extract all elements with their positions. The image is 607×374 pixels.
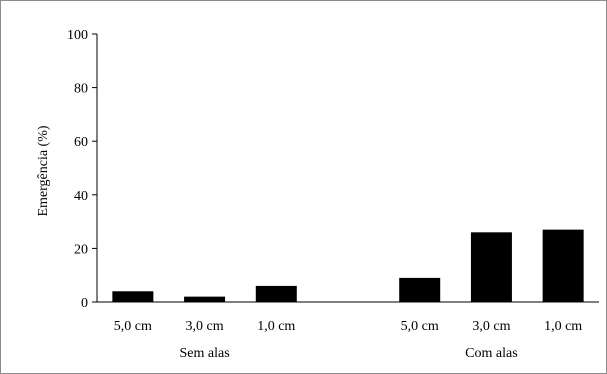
group-label: Com alas <box>465 346 518 361</box>
y-tick-label: 100 <box>67 28 88 43</box>
x-tick-label: 1,0 cm <box>257 319 295 334</box>
bar <box>470 232 512 302</box>
group-label: Sem alas <box>179 346 229 361</box>
bars <box>112 229 584 302</box>
x-tick-label: 5,0 cm <box>401 319 439 334</box>
bar <box>255 285 297 302</box>
x-tick-label: 5,0 cm <box>114 319 152 334</box>
x-tick-label: 3,0 cm <box>472 319 510 334</box>
bar <box>399 277 441 302</box>
x-tick-labels: 5,0 cm 3,0 cm 1,0 cm 5,0 cm 3,0 cm 1,0 cm <box>114 319 582 334</box>
x-tick-label: 1,0 cm <box>544 319 582 334</box>
y-tick-label: 0 <box>81 296 88 311</box>
bar <box>184 296 226 302</box>
group-labels: Sem alas Com alas <box>179 346 517 361</box>
bar <box>112 291 154 302</box>
y-tick-label: 60 <box>74 135 88 150</box>
y-axis: 0 20 40 60 80 100 <box>67 28 98 311</box>
y-tick-label: 20 <box>74 242 88 257</box>
bar <box>542 229 584 302</box>
y-tick-label: 40 <box>74 189 88 204</box>
y-tick-label: 80 <box>74 82 88 97</box>
x-tick-label: 3,0 cm <box>186 319 224 334</box>
y-axis-title: Emergência (%) <box>36 125 51 216</box>
